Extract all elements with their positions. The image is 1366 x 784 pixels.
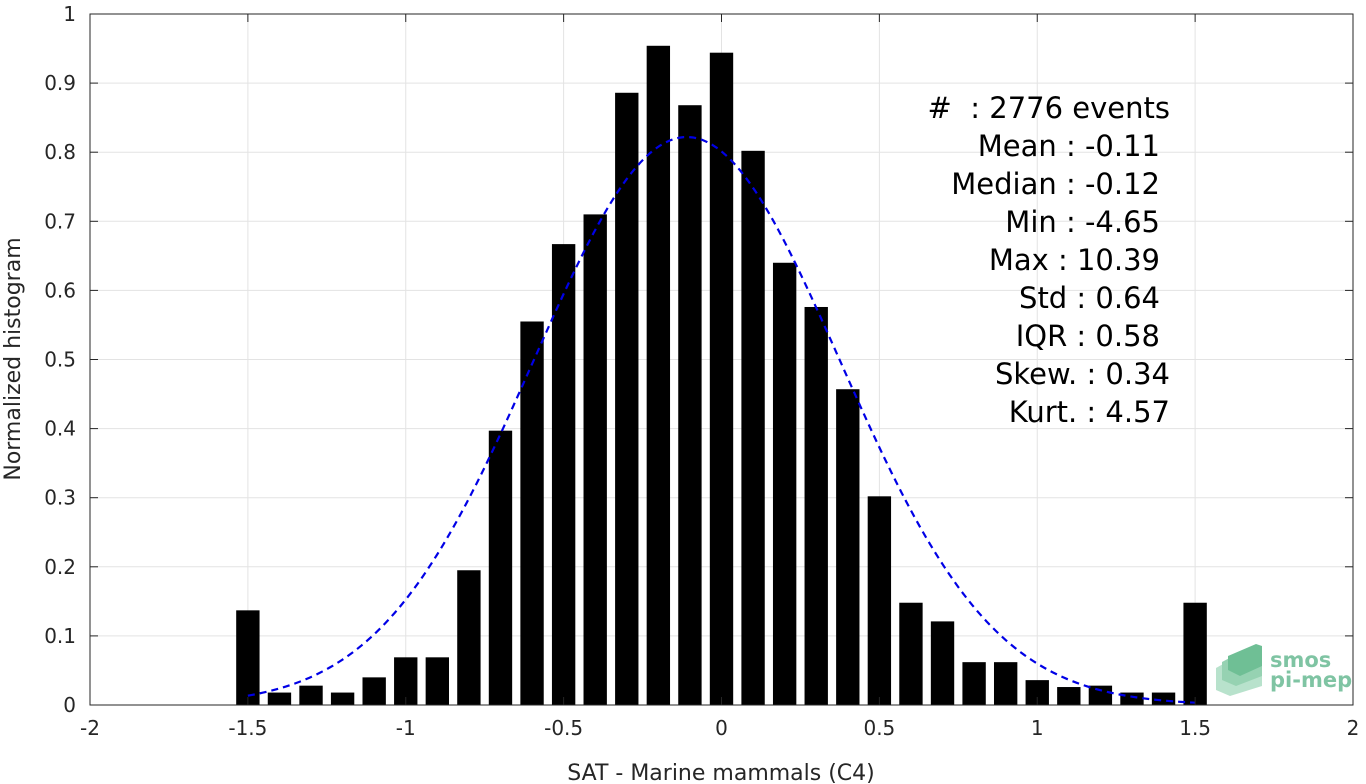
histogram-bar bbox=[425, 657, 450, 705]
y-tick-label: 0.8 bbox=[44, 140, 76, 164]
stats-iqr: IQR : 0.58 bbox=[1016, 319, 1160, 353]
histogram-bar bbox=[267, 692, 292, 705]
x-tick-label: 2 bbox=[1347, 716, 1360, 740]
x-axis-label: SAT - Marine mammals (C4) bbox=[567, 761, 875, 784]
y-tick-label: 0 bbox=[63, 693, 76, 717]
stats-box: # : 2776 events Mean : -0.11 Median : -0… bbox=[928, 91, 1170, 429]
x-tick-label: 0.5 bbox=[863, 716, 895, 740]
x-tick-label: -1 bbox=[396, 716, 416, 740]
stats-kurt: Kurt. : 4.57 bbox=[1009, 395, 1170, 429]
x-tick-label: -1.5 bbox=[228, 716, 267, 740]
histogram-bars bbox=[236, 45, 1207, 706]
histogram-bar bbox=[804, 306, 828, 705]
stats-max: Max : 10.39 bbox=[989, 243, 1160, 277]
y-tick-label: 0.7 bbox=[44, 209, 76, 233]
histogram-bar bbox=[962, 662, 986, 705]
wave-logo-icon bbox=[1216, 644, 1262, 696]
histogram-bar bbox=[741, 150, 765, 705]
histogram-bar bbox=[867, 496, 892, 705]
x-tick-label: 1.5 bbox=[1179, 716, 1211, 740]
logo-line2: pi-mep bbox=[1270, 668, 1352, 692]
stats-median: Median : -0.12 bbox=[951, 167, 1160, 201]
stats-min: Min : -4.65 bbox=[1005, 205, 1160, 239]
histogram-bar bbox=[1120, 692, 1144, 705]
y-axis-label: Normalized histogram bbox=[1, 237, 26, 480]
histogram-bar bbox=[1088, 685, 1113, 705]
histogram-bar bbox=[583, 214, 607, 705]
x-tick-label: -0.5 bbox=[544, 716, 583, 740]
histogram-bar bbox=[709, 52, 734, 706]
histogram-bar bbox=[1057, 687, 1081, 705]
histogram-bar bbox=[836, 389, 860, 705]
histogram-bar bbox=[930, 621, 955, 705]
histogram-bar bbox=[1025, 680, 1049, 705]
histogram-bar bbox=[646, 45, 671, 705]
x-tick-label: 1 bbox=[1031, 716, 1044, 740]
histogram-bar bbox=[488, 430, 513, 705]
y-tick-label: 0.3 bbox=[44, 486, 76, 510]
histogram-bar bbox=[299, 685, 323, 705]
y-tick-label: 0.9 bbox=[44, 71, 76, 95]
histogram-bar bbox=[551, 244, 576, 705]
histogram-bar bbox=[1183, 602, 1207, 705]
y-tick-label: 0.6 bbox=[44, 278, 76, 302]
x-tick-label: 0 bbox=[715, 716, 728, 740]
smos-pi-mep-logo: smos pi-mep bbox=[1216, 644, 1352, 696]
y-tick-label: 1 bbox=[63, 2, 76, 26]
stats-skew: Skew. : 0.34 bbox=[995, 357, 1170, 391]
histogram-bar bbox=[457, 570, 481, 705]
histogram-bar bbox=[330, 692, 355, 705]
axis-ticks: -2 -1.5 -1 -0.5 0 0.5 1 1.5 2 0 0.1 0.2 0.3 0.4 0.5 0.6… bbox=[44, 2, 1359, 740]
histogram-bar bbox=[615, 92, 639, 706]
stats-events: # : 2776 events bbox=[928, 91, 1170, 125]
histogram-bar bbox=[772, 262, 797, 705]
logo-line1: smos bbox=[1270, 648, 1331, 672]
histogram-bar bbox=[362, 677, 386, 705]
histogram-bar bbox=[993, 662, 1018, 705]
stats-std: Std : 0.64 bbox=[1019, 281, 1160, 315]
histogram-bar bbox=[899, 602, 923, 705]
x-tick-label: -2 bbox=[80, 716, 100, 740]
histogram-bar bbox=[394, 657, 418, 705]
y-tick-label: 0.2 bbox=[44, 555, 76, 579]
histogram-bar bbox=[520, 321, 544, 705]
histogram-bar bbox=[678, 105, 702, 706]
histogram-bar bbox=[236, 610, 260, 705]
y-tick-label: 0.1 bbox=[44, 624, 76, 648]
stats-mean: Mean : -0.11 bbox=[978, 129, 1160, 163]
y-tick-label: 0.5 bbox=[44, 348, 76, 372]
y-tick-label: 0.4 bbox=[44, 417, 76, 441]
